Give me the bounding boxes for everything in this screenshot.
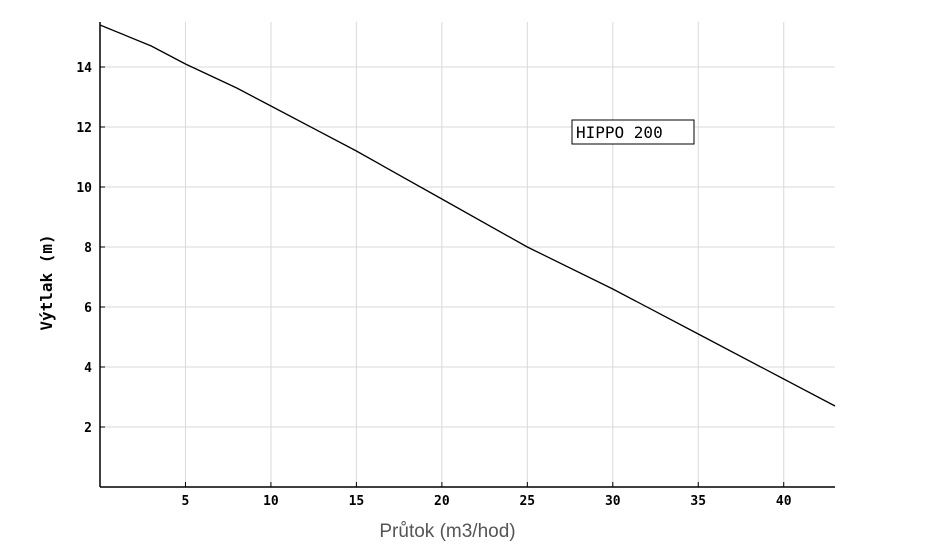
- series: [99, 24, 836, 407]
- legend: HIPPO 200: [571, 119, 695, 145]
- x-ticks: 5 10 15 20 25 30 35 40: [182, 482, 792, 509]
- x-tick-label: 5: [182, 494, 190, 509]
- x-tick-label: 25: [519, 494, 535, 509]
- x-tick-label: 15: [349, 494, 365, 509]
- x-tick-label: 20: [434, 494, 450, 509]
- series-line: [99, 24, 836, 407]
- y-axis-title: Výtlak (m): [37, 234, 56, 330]
- y-tick-label: 10: [76, 181, 92, 196]
- x-tick-label: 10: [263, 494, 279, 509]
- y-tick-label: 4: [84, 361, 92, 376]
- y-ticks: 2 4 6 8 10 12 14: [76, 61, 105, 436]
- y-tick-label: 8: [84, 241, 92, 256]
- x-axis-title: Průtok (m3/hod): [379, 521, 515, 542]
- x-tick-label: 30: [605, 494, 621, 509]
- legend-entry: HIPPO 200: [576, 123, 663, 142]
- y-tick-label: 2: [84, 421, 92, 436]
- legend-box: [571, 119, 695, 145]
- y-tick-label: 12: [76, 121, 92, 136]
- axes: [99, 22, 835, 488]
- y-tick-label: 6: [84, 301, 92, 316]
- y-tick-label: 14: [76, 61, 92, 76]
- x-tick-label: 35: [690, 494, 706, 509]
- x-tick-label: 40: [776, 494, 792, 509]
- grid: [100, 22, 835, 487]
